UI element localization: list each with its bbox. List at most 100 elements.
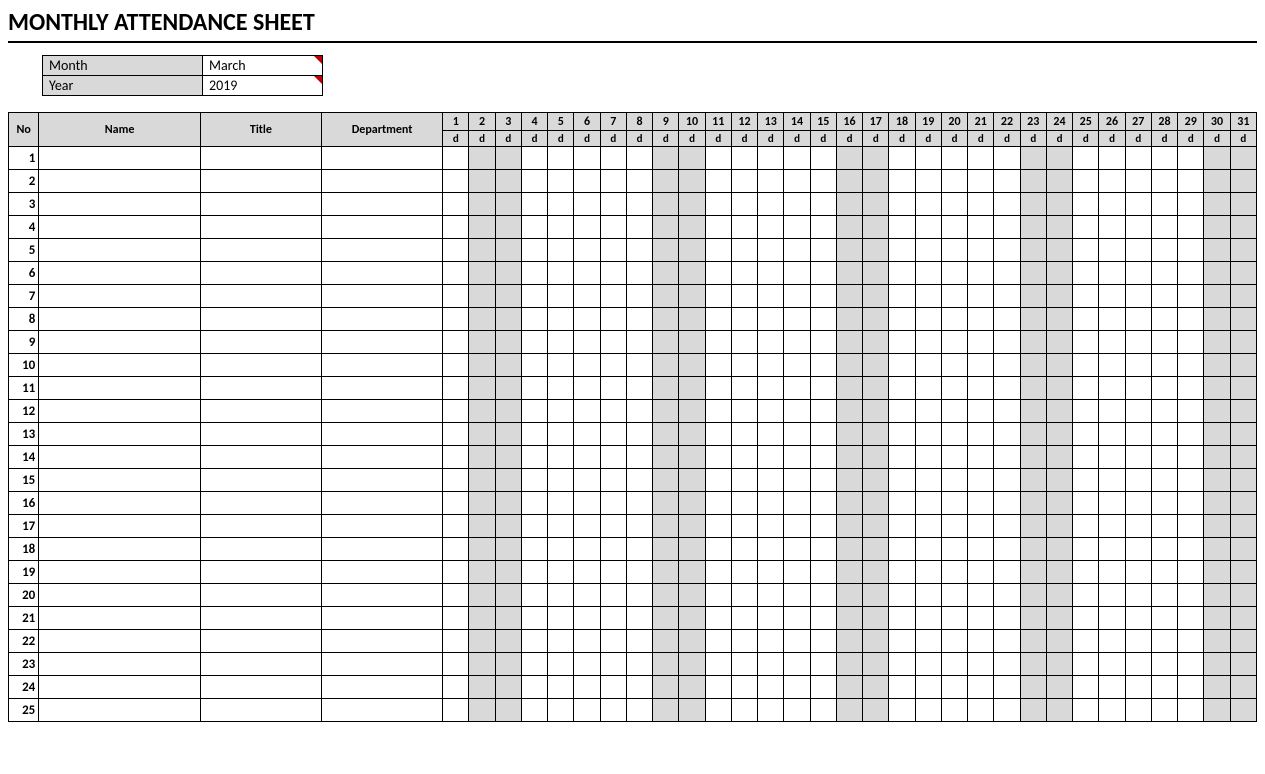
cell-day-26[interactable] (1099, 354, 1125, 377)
cell-day-24[interactable] (1046, 377, 1072, 400)
cell-day-8[interactable] (626, 515, 652, 538)
cell-day-10[interactable] (679, 584, 705, 607)
cell-day-29[interactable] (1178, 193, 1204, 216)
cell-day-25[interactable] (1073, 653, 1099, 676)
cell-day-20[interactable] (941, 400, 967, 423)
cell-day-2[interactable] (469, 331, 495, 354)
cell-day-4[interactable] (521, 584, 547, 607)
cell-day-3[interactable] (495, 308, 521, 331)
cell-day-14[interactable] (784, 699, 810, 722)
cell-day-8[interactable] (626, 262, 652, 285)
cell-day-22[interactable] (994, 193, 1020, 216)
cell-day-26[interactable] (1099, 262, 1125, 285)
cell-name[interactable] (39, 308, 201, 331)
cell-day-5[interactable] (548, 170, 574, 193)
cell-day-19[interactable] (915, 561, 941, 584)
cell-day-10[interactable] (679, 400, 705, 423)
cell-day-26[interactable] (1099, 607, 1125, 630)
cell-day-4[interactable] (521, 446, 547, 469)
cell-day-30[interactable] (1204, 699, 1230, 722)
cell-day-2[interactable] (469, 469, 495, 492)
cell-day-10[interactable] (679, 239, 705, 262)
cell-day-19[interactable] (915, 400, 941, 423)
cell-day-10[interactable] (679, 469, 705, 492)
cell-day-20[interactable] (941, 676, 967, 699)
cell-day-12[interactable] (731, 561, 757, 584)
cell-dept[interactable] (321, 239, 442, 262)
cell-day-18[interactable] (889, 515, 915, 538)
cell-day-3[interactable] (495, 676, 521, 699)
cell-day-6[interactable] (574, 262, 600, 285)
cell-day-15[interactable] (810, 653, 836, 676)
cell-day-22[interactable] (994, 400, 1020, 423)
cell-day-22[interactable] (994, 147, 1020, 170)
cell-day-4[interactable] (521, 239, 547, 262)
cell-title[interactable] (200, 423, 321, 446)
cell-day-7[interactable] (600, 400, 626, 423)
cell-day-16[interactable] (836, 216, 862, 239)
cell-day-8[interactable] (626, 170, 652, 193)
cell-day-31[interactable] (1230, 262, 1256, 285)
cell-day-21[interactable] (968, 584, 994, 607)
cell-day-3[interactable] (495, 170, 521, 193)
cell-day-18[interactable] (889, 492, 915, 515)
cell-day-3[interactable] (495, 216, 521, 239)
cell-day-21[interactable] (968, 653, 994, 676)
cell-day-15[interactable] (810, 239, 836, 262)
cell-day-1[interactable] (443, 538, 469, 561)
cell-day-7[interactable] (600, 538, 626, 561)
cell-day-16[interactable] (836, 354, 862, 377)
cell-day-23[interactable] (1020, 170, 1046, 193)
cell-day-9[interactable] (653, 699, 679, 722)
cell-day-26[interactable] (1099, 699, 1125, 722)
cell-day-5[interactable] (548, 446, 574, 469)
cell-title[interactable] (200, 216, 321, 239)
cell-day-24[interactable] (1046, 630, 1072, 653)
cell-day-8[interactable] (626, 285, 652, 308)
cell-day-22[interactable] (994, 653, 1020, 676)
cell-day-29[interactable] (1178, 354, 1204, 377)
cell-day-16[interactable] (836, 607, 862, 630)
cell-day-28[interactable] (1151, 400, 1177, 423)
cell-day-25[interactable] (1073, 377, 1099, 400)
cell-day-24[interactable] (1046, 239, 1072, 262)
cell-day-25[interactable] (1073, 354, 1099, 377)
cell-day-1[interactable] (443, 400, 469, 423)
cell-day-22[interactable] (994, 469, 1020, 492)
cell-day-3[interactable] (495, 193, 521, 216)
cell-day-17[interactable] (863, 469, 889, 492)
cell-title[interactable] (200, 331, 321, 354)
cell-day-28[interactable] (1151, 607, 1177, 630)
cell-day-3[interactable] (495, 607, 521, 630)
cell-day-26[interactable] (1099, 170, 1125, 193)
cell-day-4[interactable] (521, 216, 547, 239)
cell-name[interactable] (39, 170, 201, 193)
cell-day-9[interactable] (653, 630, 679, 653)
cell-day-12[interactable] (731, 170, 757, 193)
cell-dept[interactable] (321, 607, 442, 630)
cell-day-29[interactable] (1178, 538, 1204, 561)
cell-day-5[interactable] (548, 285, 574, 308)
cell-day-13[interactable] (758, 653, 784, 676)
cell-day-19[interactable] (915, 262, 941, 285)
cell-day-16[interactable] (836, 285, 862, 308)
cell-day-9[interactable] (653, 607, 679, 630)
cell-day-18[interactable] (889, 170, 915, 193)
cell-day-23[interactable] (1020, 331, 1046, 354)
cell-day-28[interactable] (1151, 239, 1177, 262)
cell-day-1[interactable] (443, 676, 469, 699)
cell-day-2[interactable] (469, 147, 495, 170)
cell-day-10[interactable] (679, 561, 705, 584)
cell-day-6[interactable] (574, 354, 600, 377)
cell-day-13[interactable] (758, 216, 784, 239)
cell-day-15[interactable] (810, 308, 836, 331)
cell-day-21[interactable] (968, 676, 994, 699)
cell-day-24[interactable] (1046, 515, 1072, 538)
cell-day-12[interactable] (731, 492, 757, 515)
cell-day-22[interactable] (994, 699, 1020, 722)
cell-day-29[interactable] (1178, 584, 1204, 607)
cell-day-23[interactable] (1020, 147, 1046, 170)
cell-day-22[interactable] (994, 584, 1020, 607)
cell-day-17[interactable] (863, 262, 889, 285)
cell-day-6[interactable] (574, 193, 600, 216)
